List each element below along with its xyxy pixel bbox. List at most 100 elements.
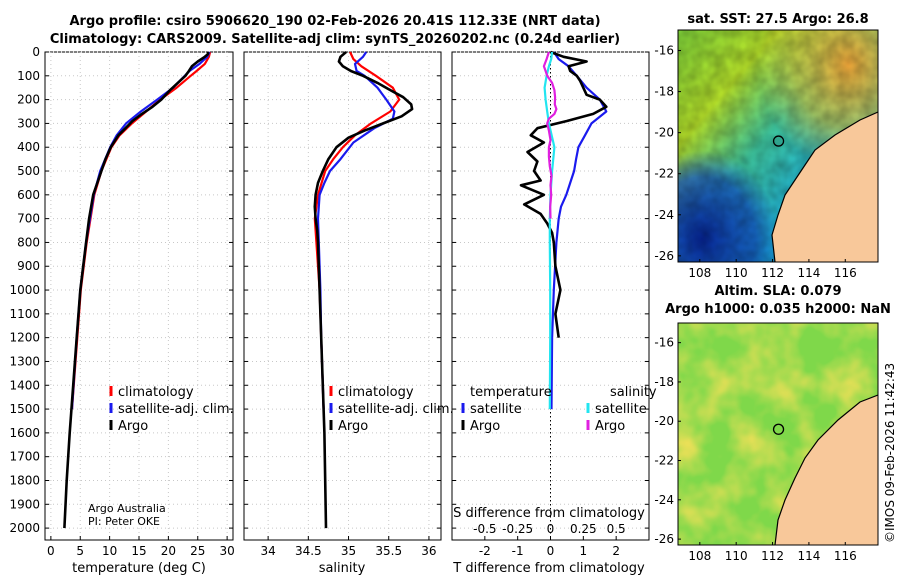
sst-lat-tick-labels: -16 -18 -20 -22 -24 -26: [654, 44, 681, 263]
difference-legend: temperature satellite Argo salinity sate…: [461, 385, 657, 434]
sla-map-frame: [677, 322, 879, 546]
s-diff-tick-label: 0.25: [570, 522, 597, 536]
lat-tick-label: -26: [654, 249, 674, 263]
legend-label-satellite-adj: satellite-adj. clim.: [338, 402, 454, 417]
x-tick-label: 5: [76, 544, 84, 558]
legend-title-salinity: salinity: [610, 385, 657, 400]
x-tick-label: -1: [512, 544, 524, 558]
x-tick-label: 0: [47, 544, 55, 558]
lat-tick-label: -20: [654, 126, 674, 140]
temperature-legend: climatology satellite-adj. clim. Argo: [109, 385, 234, 434]
salinity-axes-box: [243, 51, 442, 541]
credit-line-1: Argo Australia: [88, 502, 166, 515]
y-tick-label: 1200: [9, 331, 40, 345]
temperature-axis-label: temperature (deg C): [72, 561, 206, 576]
coastline: [774, 394, 878, 545]
lat-tick-label: -26: [654, 532, 674, 546]
sst-map: sat. SST: 27.5 Argo: 26.8 -16 -18 -20 -22 -2…: [654, 12, 879, 280]
argo-float-marker: [772, 423, 785, 435]
y-tick-label: 800: [17, 235, 40, 249]
y-tick-label: 1600: [9, 426, 40, 440]
sst-map-frame: [677, 29, 879, 263]
y-tick-label: 100: [17, 69, 40, 83]
y-tick-label: 300: [17, 116, 40, 130]
australia-landmass: [772, 112, 878, 262]
y-tick-label: 200: [17, 93, 40, 107]
lat-tick-label: -16: [654, 44, 674, 58]
lon-tick-label: 114: [797, 266, 820, 280]
figure-title-line-2: Climatology: CARS2009. Satellite-adj cli…: [49, 32, 621, 47]
legend-label-climatology: climatology: [118, 385, 194, 400]
s-diff-tick-label: -0.5: [473, 522, 496, 536]
x-tick-label: -2: [479, 544, 491, 558]
lat-tick-label: -20: [654, 414, 674, 428]
legend-label-t-argo: Argo: [470, 419, 500, 434]
lat-tick-label: -18: [654, 375, 674, 389]
figure-title-line-1: Argo profile: csiro 5906620_190 02-Feb-2…: [69, 14, 601, 29]
difference-series: [519, 50, 608, 410]
salinity-y-gridlines: [244, 51, 441, 529]
temperature-tick-labels: 0 5 10 15 20 25 30: [47, 536, 235, 558]
series-line-salinity-satellite: [543, 51, 556, 410]
t-difference-axis-label: T difference from climatology: [452, 561, 645, 576]
sla-map-title-1: Altim. SLA: 0.079: [715, 284, 842, 299]
sla-lat-tick-labels: -16 -18 -20 -22 -24 -26: [654, 336, 681, 546]
salinity-axis-label: salinity: [319, 561, 366, 576]
credit-line-2: PI: Peter OKE: [88, 515, 160, 528]
lon-tick-label: 112: [761, 266, 784, 280]
lon-tick-label: 116: [834, 266, 857, 280]
y-tick-label: 500: [17, 164, 40, 178]
lat-tick-label: -24: [654, 493, 674, 507]
x-tick-label: 2: [612, 544, 620, 558]
legend-label-argo: Argo: [338, 419, 368, 434]
salinity-series: [313, 51, 414, 529]
x-tick-label: 15: [131, 544, 146, 558]
australia-landmass: [775, 395, 878, 545]
difference-y-gridlines: [452, 51, 649, 529]
legend-label-t-satellite: satellite: [470, 402, 522, 417]
x-tick-label: 0: [547, 544, 555, 558]
salinity-tick-labels: 34 34.5 35 35.5 36: [260, 536, 437, 558]
series-line-climatology: [313, 51, 401, 410]
y-tick-label: 2000: [9, 521, 40, 535]
x-tick-label: 34.5: [295, 544, 322, 558]
sla-map: Altim. SLA: 0.079 Argo h1000: 0.035 h200…: [654, 284, 890, 563]
temperature-y-gridlines: [45, 51, 233, 529]
y-tick-label: 0: [32, 45, 40, 59]
x-tick-label: 25: [190, 544, 205, 558]
depth-tick-labels: 0 100 200 300 400 500 600 700 800 900 1000 1100 1200…: [9, 45, 40, 535]
series-line-temperature-argo: [519, 50, 608, 338]
sst-map-title: sat. SST: 27.5 Argo: 26.8: [687, 12, 868, 27]
y-tick-label: 1800: [9, 473, 40, 487]
y-tick-label: 1900: [9, 497, 40, 511]
imos-timestamp: ©IMOS 09-Feb-2026 11:42:43: [883, 362, 897, 543]
sst-field: [678, 30, 878, 262]
s-diff-tick-label: -0.25: [502, 522, 533, 536]
temperature-profile-plot: 0100200300400500600700800900100011001200…: [9, 45, 234, 576]
series-line-salinity-argo: [542, 51, 558, 219]
lon-tick-label: 116: [834, 549, 857, 563]
lat-tick-label: -16: [654, 336, 674, 350]
lat-tick-label: -22: [654, 167, 674, 181]
lon-tick-label: 110: [725, 266, 748, 280]
y-tick-label: 1500: [9, 402, 40, 416]
lon-tick-label: 108: [688, 266, 711, 280]
x-tick-label: 20: [161, 544, 176, 558]
series-line-argo: [313, 51, 414, 529]
s-difference-tick-labels: -0.5 -0.25 0 0.25 0.5: [473, 522, 626, 536]
temperature-series: [63, 51, 212, 529]
x-tick-label: 34: [260, 544, 275, 558]
y-tick-label: 900: [17, 259, 40, 273]
x-tick-label: 30: [219, 544, 234, 558]
y-tick-label: 1000: [9, 283, 40, 297]
x-tick-label: 36: [421, 544, 436, 558]
difference-profile-plot: -2 -1 0 1 2 -0.5 -0.25 0 0.25 0.5 S difference f…: [451, 50, 657, 576]
s-difference-axis-label: S difference from climatology: [453, 506, 645, 521]
salinity-x-gridlines: [267, 52, 430, 540]
y-tick-label: 400: [17, 140, 40, 154]
series-line-argo: [63, 51, 210, 529]
x-tick-label: 35.5: [375, 544, 402, 558]
salinity-profile-plot: 34 34.5 35 35.5 36 salinity climatology sate…: [243, 51, 454, 576]
lat-tick-label: -24: [654, 208, 674, 222]
lon-tick-label: 114: [797, 549, 820, 563]
